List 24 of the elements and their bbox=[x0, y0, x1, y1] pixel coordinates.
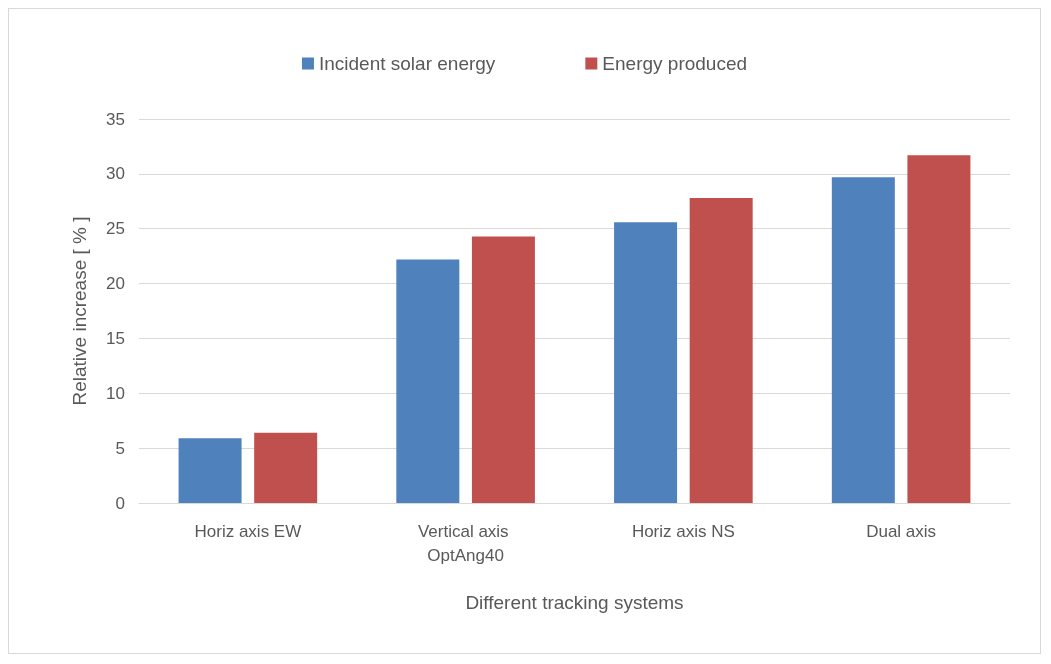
bar bbox=[396, 259, 460, 503]
bar bbox=[254, 432, 318, 503]
y-tick-label: 0 bbox=[115, 493, 125, 513]
y-tick-label: 30 bbox=[106, 164, 125, 184]
y-tick-label: 10 bbox=[106, 383, 125, 403]
y-tick-label: 35 bbox=[106, 109, 125, 129]
y-tick-label: 15 bbox=[106, 328, 125, 348]
y-tick-label: 20 bbox=[106, 274, 125, 294]
legend-label: Incident solar energy bbox=[318, 53, 496, 74]
bar bbox=[178, 438, 242, 503]
y-tick-label: 25 bbox=[106, 219, 125, 239]
y-axis-title: Relative increase [ % ] bbox=[69, 216, 90, 406]
x-tick-label: Horiz axis EW bbox=[194, 521, 302, 541]
x-tick-label: Vertical axis OptAng40 bbox=[417, 521, 514, 565]
legend-label: Energy produced bbox=[602, 53, 748, 74]
bar bbox=[471, 236, 535, 503]
bar bbox=[831, 177, 895, 503]
bar bbox=[614, 222, 678, 503]
x-axis-title: Different tracking systems bbox=[465, 592, 684, 613]
bar bbox=[689, 197, 753, 503]
x-tick-label: Dual axis bbox=[866, 521, 937, 541]
bar bbox=[907, 155, 971, 503]
y-tick-label: 5 bbox=[115, 438, 125, 458]
x-tick-label: Horiz axis NS bbox=[631, 521, 735, 541]
